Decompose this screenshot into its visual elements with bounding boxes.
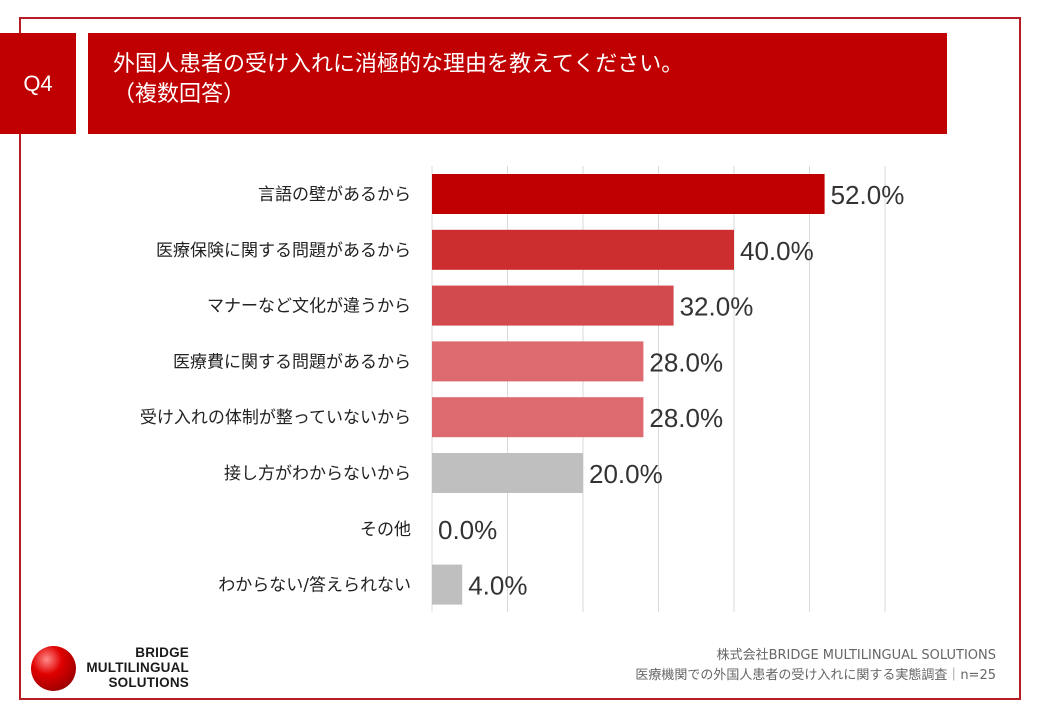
bar [432, 453, 583, 493]
category-label: その他 [360, 520, 411, 540]
category-label: 医療保険に関する問題があるから [156, 241, 411, 261]
bar [432, 564, 463, 605]
footer-company: 株式会社BRIDGE MULTILINGUAL SOLUTIONS [716, 648, 996, 663]
logo-line-2: MULTILINGUAL [86, 660, 189, 675]
question-number-badge: Q4 [0, 33, 76, 134]
category-label: 言語の壁があるから [258, 185, 411, 205]
footer-credits: 株式会社BRIDGE MULTILINGUAL SOLUTIONS 医療機関での… [635, 646, 996, 686]
category-label: 受け入れの体制が整っていないから [140, 408, 411, 428]
question-text: 外国人患者の受け入れに消極的な理由を教えてください。 [113, 52, 684, 77]
logo-line-3: SOLUTIONS [108, 675, 189, 690]
bar [432, 285, 674, 326]
value-label: 32.0% [680, 292, 754, 322]
value-label: 52.0% [831, 180, 905, 210]
value-label: 0.0% [438, 515, 497, 545]
chart-frame [19, 17, 1021, 700]
value-label: 40.0% [740, 236, 814, 266]
value-label: 28.0% [649, 347, 723, 377]
footer-survey: 医療機関での外国人患者の受け入れに関する実態調査｜n=25 [635, 668, 996, 683]
logo-sphere-icon [31, 646, 76, 691]
bar [432, 397, 644, 438]
bar [432, 341, 644, 382]
category-label: わからない/答えられない [218, 576, 411, 596]
category-label: マナーなど文化が違うから [207, 297, 411, 317]
logo-line-1: BRIDGE [135, 645, 189, 660]
category-label: 接し方がわからないから [224, 464, 411, 484]
bars [432, 174, 825, 605]
logo-text: BRIDGE MULTILINGUAL SOLUTIONS [77, 645, 189, 690]
value-label: 20.0% [589, 459, 663, 489]
question-note: （複数回答） [113, 82, 246, 107]
value-label: 28.0% [649, 403, 723, 433]
bar [432, 229, 734, 270]
question-number: Q4 [23, 70, 53, 96]
bar [432, 174, 825, 214]
company-logo: BRIDGE MULTILINGUAL SOLUTIONS [31, 645, 211, 695]
category-labels: 言語の壁があるから医療保険に関する問題があるからマナーなど文化が違うから医療費に… [140, 185, 411, 596]
value-labels: 52.0% 40.0% 32.0% 28.0% 28.0% 20.0% 0.0% 4.0% [438, 180, 904, 601]
value-label: 4.0% [468, 571, 527, 601]
question-banner: 外国人患者の受け入れに消極的な理由を教えてください。 （複数回答） [88, 33, 947, 134]
category-label: 医療費に関する問題があるから [173, 352, 411, 372]
